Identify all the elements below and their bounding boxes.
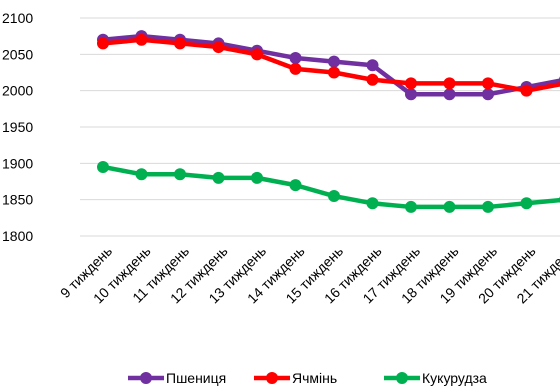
data-point xyxy=(520,197,533,210)
data-point xyxy=(443,200,456,213)
data-point xyxy=(251,48,263,61)
data-point xyxy=(482,77,494,90)
y-tick-label: 1850 xyxy=(2,192,33,208)
data-point xyxy=(520,84,533,97)
data-point xyxy=(328,66,340,79)
data-point xyxy=(174,168,186,181)
y-tick-label: 1900 xyxy=(2,155,33,171)
series-2 xyxy=(97,33,560,97)
series-group xyxy=(97,30,560,213)
legend-swatch-marker xyxy=(140,372,152,384)
data-point xyxy=(405,88,417,101)
legend-item: Пшениця xyxy=(128,370,226,386)
data-point xyxy=(405,77,417,90)
data-point xyxy=(174,37,186,50)
y-axis-ticks: 1800 1850 1900 1950 2000 2050 2100 xyxy=(2,10,33,244)
legend-swatch-marker xyxy=(266,372,278,384)
data-point xyxy=(366,197,379,210)
legend-item: Ячмінь xyxy=(254,370,337,386)
legend-item: Кукурудза xyxy=(384,370,487,386)
legend-label: Кукурудза xyxy=(422,370,487,386)
y-tick-label: 2050 xyxy=(2,46,33,62)
data-point xyxy=(212,41,225,54)
data-point xyxy=(405,200,417,213)
data-point xyxy=(366,73,379,86)
legend-label: Ячмінь xyxy=(292,370,337,386)
data-point xyxy=(366,59,379,72)
data-point xyxy=(482,200,494,213)
y-tick-label: 1950 xyxy=(2,119,33,135)
data-point xyxy=(97,160,109,173)
data-point xyxy=(212,171,225,184)
data-point xyxy=(135,168,148,181)
series-3 xyxy=(97,160,560,213)
data-point xyxy=(251,171,263,184)
data-point xyxy=(289,62,302,75)
data-point xyxy=(97,37,109,50)
legend-swatch-marker xyxy=(396,372,408,384)
y-tick-label: 2000 xyxy=(2,83,33,99)
data-point xyxy=(328,190,340,203)
data-point xyxy=(289,51,302,64)
data-point xyxy=(328,55,340,68)
data-point xyxy=(289,179,302,192)
legend: Пшениця Ячмінь Кукурудза xyxy=(128,370,487,386)
data-point xyxy=(443,88,456,101)
y-tick-label: 1800 xyxy=(2,228,33,244)
data-point xyxy=(135,33,148,46)
data-point xyxy=(443,77,456,90)
legend-label: Пшениця xyxy=(166,370,226,386)
y-tick-label: 2100 xyxy=(2,10,33,26)
data-point xyxy=(482,88,494,101)
gridlines xyxy=(80,17,560,237)
